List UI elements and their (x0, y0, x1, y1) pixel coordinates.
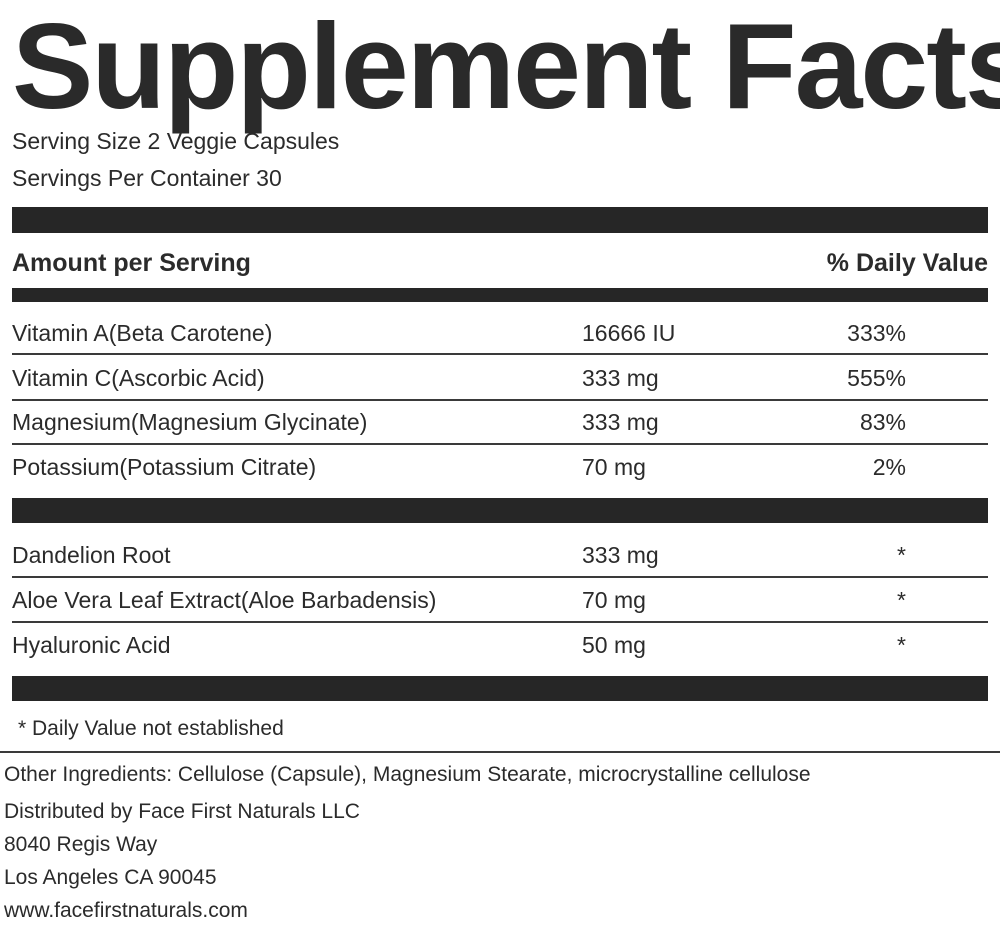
thick-divider-bottom (12, 676, 988, 701)
nutrient-amount: 70 mg (582, 454, 646, 480)
nutrient-daily-value: 2% (872, 454, 906, 480)
nutrient-amount: 333 mg (582, 409, 659, 435)
ingredient-amount: 333 mg (582, 542, 659, 568)
nutrient-name: Magnesium(Magnesium Glycinate) (12, 409, 368, 435)
nutrient-daily-value: 333% (847, 320, 906, 346)
nutrient-name: Vitamin A(Beta Carotene) (12, 320, 273, 346)
ingredient-daily-value: * (897, 587, 906, 613)
serving-size: Serving Size 2 Veggie Capsules (12, 128, 340, 154)
section-divider (0, 751, 1000, 753)
website-link[interactable]: www.facefirstnaturals.com (4, 899, 248, 922)
address-line-2: Los Angeles CA 90045 (4, 866, 217, 889)
table-row: Aloe Vera Leaf Extract(Aloe Barbadensis)… (12, 585, 988, 615)
table-row: Hyaluronic Acid 50 mg * (12, 630, 988, 660)
thick-divider-top (12, 207, 988, 233)
row-divider (12, 621, 988, 623)
row-divider (12, 353, 988, 355)
other-ingredients: Other Ingredients: Cellulose (Capsule), … (4, 763, 811, 786)
ingredient-amount: 70 mg (582, 587, 646, 613)
table-row: Magnesium(Magnesium Glycinate) 333 mg 83… (12, 407, 988, 437)
table-row: Potassium(Potassium Citrate) 70 mg 2% (12, 452, 988, 482)
servings-per-container: Servings Per Container 30 (12, 165, 282, 191)
daily-value-header: % Daily Value (826, 249, 988, 277)
distributor: Distributed by Face First Naturals LLC (4, 800, 360, 823)
table-row: Dandelion Root 333 mg * (12, 540, 988, 570)
address-line-1: 8040 Regis Way (4, 833, 158, 856)
nutrient-daily-value: 83% (859, 409, 906, 435)
ingredient-name: Aloe Vera Leaf Extract(Aloe Barbadensis) (12, 587, 437, 613)
footnote: * Daily Value not established (18, 717, 284, 740)
thick-divider-middle (12, 498, 988, 523)
ingredient-amount: 50 mg (582, 632, 646, 658)
nutrient-amount: 16666 IU (582, 320, 676, 346)
nutrient-name: Vitamin C(Ascorbic Acid) (12, 365, 265, 391)
table-row: Vitamin A(Beta Carotene) 16666 IU 333% (12, 318, 988, 348)
ingredient-name: Dandelion Root (12, 542, 171, 568)
row-divider (12, 399, 988, 401)
table-row: Vitamin C(Ascorbic Acid) 333 mg 555% (12, 363, 988, 393)
nutrient-amount: 333 mg (582, 365, 659, 391)
nutrient-daily-value: 555% (847, 365, 906, 391)
row-divider (12, 443, 988, 445)
ingredient-name: Hyaluronic Acid (12, 632, 171, 658)
nutrient-name: Potassium(Potassium Citrate) (12, 454, 317, 480)
amount-per-serving-header: Amount per Serving (12, 249, 251, 277)
medium-divider (12, 288, 988, 302)
page-title: Supplement Facts (12, 0, 1000, 134)
ingredient-daily-value: * (897, 542, 906, 568)
row-divider (12, 576, 988, 578)
ingredient-daily-value: * (897, 632, 906, 658)
